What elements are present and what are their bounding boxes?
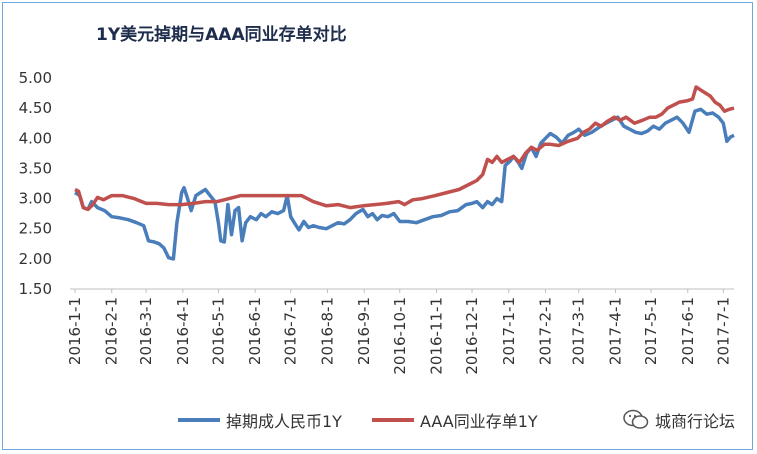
legend: 掉期成人民币1Y AAA同业存单1Y	[178, 408, 568, 432]
x-tick-label: 2017-1-1	[500, 297, 518, 365]
legend-item-swap: 掉期成人民币1Y	[178, 408, 342, 432]
series-line-swap	[74, 107, 735, 261]
y-tick-label: 5.00	[19, 69, 52, 87]
x-tick-label: 2016-12-1	[463, 297, 481, 375]
legend-swatch-ncd	[371, 418, 414, 422]
x-tick-label: 2016-10-1	[391, 297, 409, 375]
y-tick-label: 4.50	[19, 99, 52, 117]
chart-title: 1Y美元掉期与AAA同业存单对比	[96, 25, 347, 45]
legend-label-swap: 掉期成人民币1Y	[226, 412, 342, 431]
x-tick-label: 2016-9-1	[355, 297, 373, 365]
x-tick-label: 2016-6-1	[246, 297, 264, 365]
y-tick-label: 4.00	[19, 129, 52, 147]
x-tick-label: 2017-7-1	[714, 297, 732, 365]
legend-label-ncd: AAA同业存单1Y	[419, 412, 538, 431]
wechat-icon	[623, 409, 649, 429]
y-tick-label: 1.50	[19, 280, 52, 298]
chart-frame	[2, 2, 753, 450]
x-axis: 2016-1-1 2016-2-1 2016-3-1 2016-4-1 2016-5-1…	[66, 289, 732, 375]
x-tick-label: 2016-5-1	[209, 297, 227, 365]
y-axis: 5.00 4.50 4.00 3.50 3.00 2.50 2.00 1.50	[19, 69, 52, 298]
watermark-text: 城商行论坛	[654, 412, 735, 431]
x-tick-label: 2017-5-1	[642, 297, 660, 365]
x-tick-label: 2016-2-1	[103, 297, 121, 365]
y-tick-label: 3.50	[19, 159, 52, 177]
x-tick-label: 2016-4-1	[174, 297, 192, 365]
plot-area	[74, 85, 735, 261]
x-tick-label: 2017-2-1	[537, 297, 555, 365]
x-tick-label: 2016-8-1	[318, 297, 336, 365]
x-tick-label: 2017-3-1	[570, 297, 588, 365]
x-tick-label: 2016-3-1	[137, 297, 155, 365]
y-tick-label: 2.50	[19, 220, 52, 238]
y-tick-label: 3.00	[19, 190, 52, 208]
x-tick-label: 2017-4-1	[606, 297, 624, 365]
series-line-ncd	[74, 85, 735, 212]
y-tick-label: 2.00	[19, 250, 52, 268]
watermark: 城商行论坛	[623, 408, 735, 432]
legend-swatch-swap	[178, 418, 220, 422]
legend-item-ncd: AAA同业存单1Y	[371, 408, 538, 432]
x-tick-label: 2016-1-1	[66, 297, 84, 365]
x-tick-label: 2016-11-1	[428, 297, 446, 375]
x-tick-label: 2017-6-1	[679, 297, 697, 365]
x-tick-label: 2016-7-1	[282, 297, 300, 365]
